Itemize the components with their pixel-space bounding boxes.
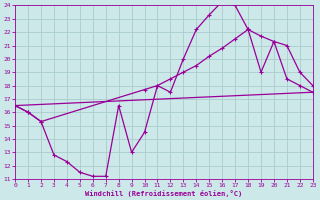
X-axis label: Windchill (Refroidissement éolien,°C): Windchill (Refroidissement éolien,°C) <box>85 190 243 197</box>
